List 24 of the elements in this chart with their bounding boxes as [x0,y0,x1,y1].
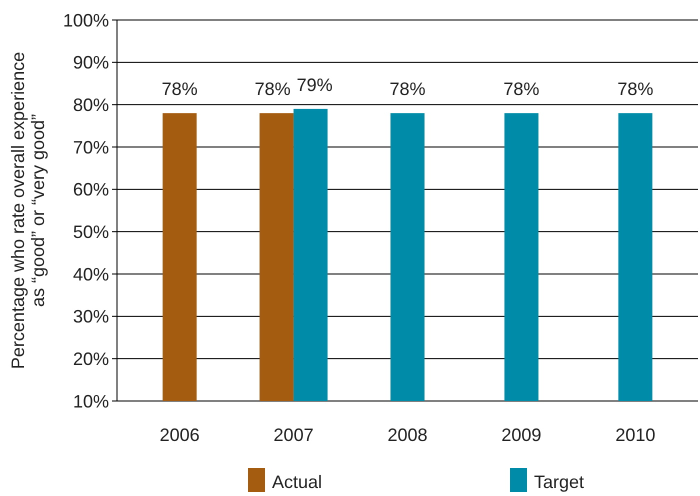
legend-label: Actual [272,472,322,492]
y-tick-label: 100% [62,10,109,30]
y-tick-label: 40% [72,264,109,284]
y-tick-label: 70% [72,137,109,158]
legend-label: Target [534,472,584,492]
y-tick-label: 20% [72,348,109,369]
x-tick-label: 2010 [615,425,656,445]
x-tick-label: 2009 [501,425,542,445]
y-tick-label: 10% [72,391,109,412]
x-tick-label: 2007 [274,425,314,445]
y-tick-label: 50% [72,222,109,242]
y-axis-title: Percentage who rate overall experience as “good” or “very good” [8,52,48,370]
data-label: 78% [389,79,426,100]
data-label: 78% [162,79,198,100]
data-label: 78% [503,79,540,100]
x-tick-label: 2006 [160,425,200,445]
data-label: 79% [296,74,333,95]
y-tick-label: 90% [72,52,109,73]
x-tick-label: 2008 [387,425,428,445]
y-tick-label: 30% [72,306,109,327]
data-label: 78% [254,79,291,100]
data-label: 78% [617,79,654,100]
y-tick-label: 60% [72,180,109,200]
y-tick-label: 80% [72,94,109,115]
